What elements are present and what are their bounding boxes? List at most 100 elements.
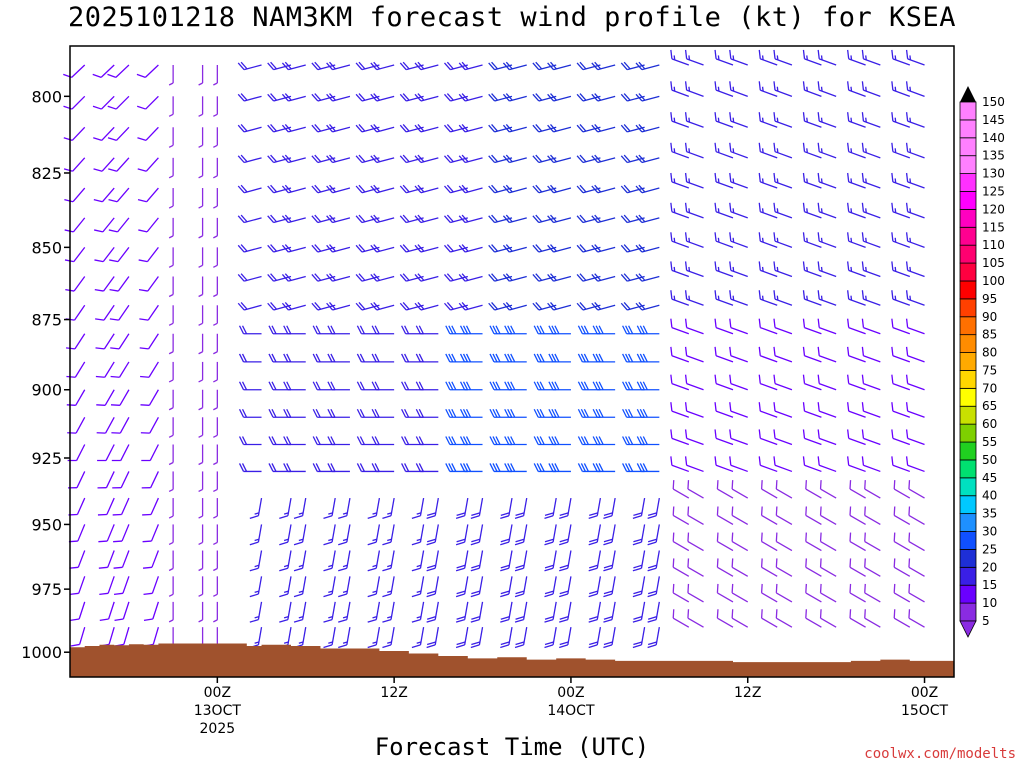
wind-barb [110, 389, 130, 406]
colorbar-label: 25 [982, 542, 997, 556]
wind-barb [168, 417, 174, 438]
wind-barb [559, 601, 572, 623]
wind-barb [547, 244, 572, 253]
wind-barb [775, 506, 793, 525]
wind-barb [168, 157, 174, 179]
wind-barb [670, 261, 690, 278]
wind-barb [455, 497, 469, 519]
wind-barb [93, 157, 115, 172]
wind-barb [559, 497, 572, 519]
wind-barb [714, 429, 734, 446]
wind-barb [636, 381, 660, 391]
wind-barb [849, 609, 866, 628]
wind-barb [69, 550, 86, 569]
wind-barb [714, 456, 734, 473]
wind-barb [773, 112, 793, 128]
colorbar-label: 5 [982, 614, 990, 628]
wind-barb [758, 49, 778, 66]
wind-barb [577, 436, 601, 446]
wind-barb [632, 524, 646, 546]
wind-barb [687, 506, 704, 525]
wind-barb [905, 49, 925, 66]
wind-barb [283, 408, 306, 418]
colorbar-label: 145 [982, 113, 1005, 127]
wind-barb [168, 217, 174, 239]
wind-barb [817, 402, 837, 418]
wind-barb [514, 601, 528, 623]
wind-barb [213, 157, 218, 179]
wind-barb [114, 601, 130, 621]
wind-barb [470, 497, 484, 519]
wind-barb [108, 187, 130, 203]
wind-barb [338, 524, 351, 546]
wind-barb [66, 361, 86, 378]
wind-barb [817, 112, 837, 128]
wind-barb [113, 550, 130, 569]
wind-barb [672, 506, 690, 525]
wind-barb [670, 232, 690, 248]
wind-barb [168, 576, 174, 597]
wind-barb [893, 532, 911, 552]
wind-barb [70, 626, 86, 647]
wind-barb [198, 217, 204, 239]
wind-barb [861, 290, 881, 306]
wind-barb [714, 402, 734, 418]
colorbar-swatch [959, 423, 977, 443]
wind-barb [459, 381, 483, 391]
wind-barb [908, 480, 925, 499]
wind-barb [817, 456, 837, 473]
wind-barb [136, 64, 159, 78]
wind-barb [514, 576, 528, 598]
wind-barb [758, 290, 778, 306]
colorbar-swatch [959, 208, 977, 228]
colorbar-label: 30 [982, 525, 997, 539]
wind-barb [455, 550, 469, 572]
wind-barb [455, 524, 469, 546]
wind-barb [802, 172, 822, 189]
wind-barb [891, 81, 911, 97]
wind-barb [198, 361, 204, 383]
y-tick-label: 975 [31, 580, 62, 599]
terrain-fill [70, 643, 954, 677]
wind-barb [213, 96, 218, 117]
colorbar-label: 70 [982, 381, 997, 395]
wind-barb [635, 302, 660, 311]
wind-barb [861, 456, 881, 473]
colorbar-label: 90 [982, 310, 997, 324]
wind-barb [500, 524, 513, 546]
wind-barb [817, 429, 837, 446]
colorbar-swatch [959, 226, 977, 246]
wind-barb [891, 49, 911, 66]
wind-barb [459, 408, 483, 418]
wind-barb [370, 184, 395, 194]
wind-barb [281, 154, 306, 164]
wind-barb [502, 302, 527, 311]
wind-barb [805, 532, 822, 552]
x-axis-label: Forecast Time (UTC) [374, 733, 650, 761]
colorbar-swatch [959, 459, 977, 479]
colorbar-label: 100 [982, 274, 1005, 288]
wind-barb [326, 244, 351, 253]
wind-barb [684, 172, 704, 189]
wind-barb [684, 49, 704, 66]
wind-barb [635, 244, 660, 253]
wind-barb [760, 532, 778, 552]
wind-barb [458, 93, 483, 102]
wind-barb [847, 402, 866, 418]
wind-barb [371, 325, 395, 335]
wind-barb [502, 124, 527, 133]
wind-barb [773, 232, 793, 248]
wind-barb [168, 333, 174, 355]
wind-barb [547, 93, 572, 102]
wind-barb [802, 261, 822, 278]
wind-barb [773, 318, 793, 335]
wind-barb [281, 302, 306, 311]
wind-barb [544, 497, 557, 519]
x-tick-label: 00Z [911, 685, 938, 701]
wind-barb [684, 142, 704, 159]
wind-barb [367, 576, 381, 598]
wind-barb [426, 550, 439, 572]
wind-barb [213, 217, 218, 239]
colorbar-label: 60 [982, 417, 997, 431]
wind-barb [370, 154, 395, 164]
